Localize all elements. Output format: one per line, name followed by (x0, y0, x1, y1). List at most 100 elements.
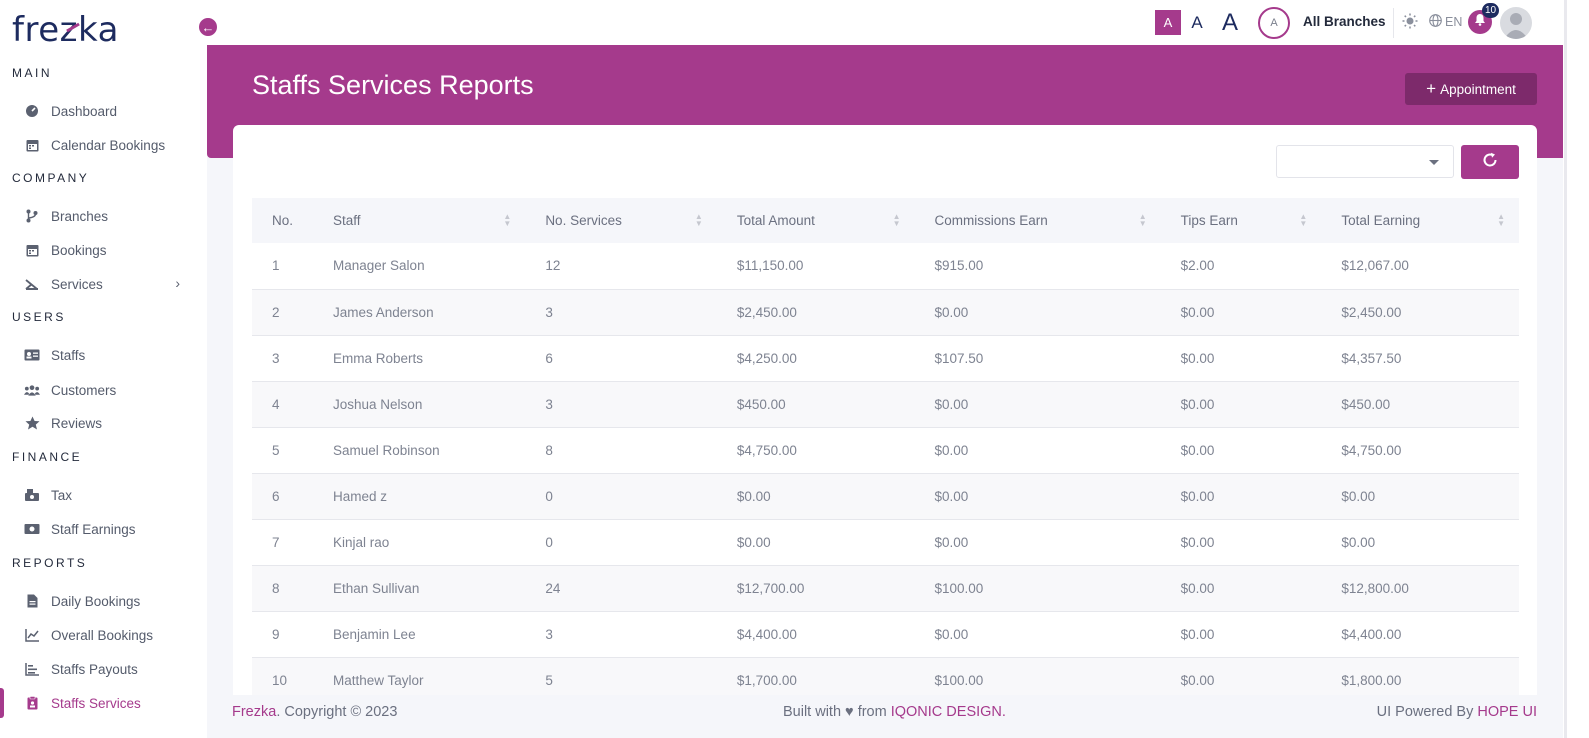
table-cell: 12 (545, 258, 561, 274)
table-cell: 0 (545, 534, 553, 550)
table-cell: $0.00 (934, 396, 969, 412)
column-header-label: No. Services (545, 213, 622, 228)
sidebar-item-bookings[interactable]: Bookings (24, 235, 194, 265)
table-cell: $0.00 (1180, 396, 1215, 412)
add-appointment-button[interactable]: + Appointment (1405, 73, 1537, 105)
language-selector[interactable]: EN (1429, 14, 1462, 30)
column-header-commissions-earn[interactable]: Commissions Earn ▲ ▼ (914, 198, 1160, 243)
table-header-row: No. Staff ▲ ▼ No. Services ▲ ▼ Total Amount ▲… (252, 198, 1519, 243)
sidebar-item-overall-bookings[interactable]: Overall Bookings (24, 620, 194, 650)
column-header-label: No. (272, 213, 294, 228)
table-cell: 2 (272, 304, 280, 320)
sidebar-item-services[interactable]: Services › (24, 269, 194, 299)
table-cell: 9 (272, 626, 280, 642)
table-cell: $12,800.00 (1341, 580, 1409, 596)
table-row: 8 Ethan Sullivan 24 $12,700.00 $100.00 $0.00 $… (252, 565, 1519, 611)
sidebar-item-calendar-bookings[interactable]: Calendar Bookings (24, 130, 194, 160)
clipboard-icon (24, 695, 40, 711)
table-cell: $915.00 (934, 258, 984, 274)
scrollbar-thumb[interactable] (1564, 0, 1567, 738)
table-cell: 3 (545, 626, 553, 642)
column-header-label: Staff (333, 213, 361, 228)
branch-avatar[interactable]: A (1258, 7, 1290, 39)
table-cell: $4,400.00 (1341, 626, 1402, 642)
table-row: 9 Benjamin Lee 3 $4,400.00 $0.00 $0.00 $4,400.… (252, 611, 1519, 657)
column-header-tips-earn[interactable]: Tips Earn ▲ ▼ (1161, 198, 1322, 243)
branch-selector[interactable]: All Branches (1303, 14, 1386, 29)
footer-brand-link[interactable]: Frezka (232, 704, 277, 720)
table-cell: Matthew Taylor (333, 672, 424, 688)
table-cell: $107.50 (934, 350, 984, 366)
sidebar-item-dashboard[interactable]: Dashboard (24, 96, 194, 126)
sidebar-item-label: Reviews (51, 415, 103, 431)
sidebar: frezka MAIN Dashboard Calendar Bookings … (0, 0, 207, 738)
column-header-total-amount[interactable]: Total Amount ▲ ▼ (717, 198, 915, 243)
hope-ui-link[interactable]: HOPE UI (1477, 704, 1537, 720)
footer: Frezka. Copyright © 2023 Built with ♥ fr… (207, 695, 1563, 738)
column-header-no-services[interactable]: No. Services ▲ ▼ (525, 198, 717, 243)
sidebar-item-label: Staffs Services (51, 695, 141, 711)
sidebar-item-staff-earnings[interactable]: Staff Earnings (24, 514, 194, 544)
user-avatar[interactable] (1500, 7, 1532, 39)
table-cell: $4,750.00 (1341, 442, 1402, 458)
sort-icon: ▲ ▼ (1299, 212, 1308, 228)
notifications-button[interactable] (1468, 10, 1492, 34)
table-cell: $0.00 (1180, 488, 1215, 504)
font-size-large-button[interactable]: A (1221, 8, 1238, 36)
theme-toggle-icon[interactable] (1402, 13, 1418, 29)
app-logo[interactable]: frezka (12, 10, 119, 50)
table-cell: $0.00 (736, 534, 771, 550)
sidebar-item-tax[interactable]: Tax (24, 480, 194, 510)
table-cell: Benjamin Lee (333, 626, 416, 642)
table-cell: Ethan Sullivan (333, 580, 420, 596)
table-cell: $0.00 (934, 442, 969, 458)
file-icon (24, 593, 40, 609)
table-cell: 1 (272, 258, 280, 274)
column-header-label: Total Amount (736, 213, 815, 228)
table-cell: James Anderson (333, 304, 434, 320)
staff-filter-select[interactable] (1276, 145, 1454, 178)
chart-line-icon (24, 627, 40, 643)
table-cell: $4,357.50 (1341, 350, 1402, 366)
table-cell: $2,450.00 (1341, 304, 1402, 320)
table-cell: Hamed z (333, 488, 388, 504)
sort-icon: ▲ ▼ (503, 212, 512, 228)
table-cell: 3 (272, 350, 280, 366)
refresh-button[interactable] (1461, 145, 1519, 179)
topbar: A A A A All Branches EN 10 (207, 0, 1589, 45)
page-scrollbar[interactable] (1563, 0, 1589, 738)
font-size-small-button[interactable]: A (1155, 10, 1181, 35)
plus-icon: + (1426, 79, 1437, 98)
calendar-icon (24, 242, 40, 258)
nav-section-main: MAIN (12, 66, 52, 80)
bar-list-icon (24, 661, 40, 677)
table-cell: 5 (545, 672, 553, 688)
table-cell: $0.00 (1180, 350, 1215, 366)
sidebar-item-daily-bookings[interactable]: Daily Bookings (24, 586, 194, 616)
table-cell: $0.00 (934, 534, 969, 550)
iqonic-link[interactable]: IQONIC DESIGN. (890, 704, 1006, 720)
sidebar-item-staffs-services[interactable]: Staffs Services (24, 688, 194, 718)
footer-built-with: Built with ♥ from IQONIC DESIGN. (783, 704, 1006, 720)
users-icon (24, 382, 40, 398)
table-cell: $0.00 (1341, 488, 1376, 504)
sidebar-item-staffs-payouts[interactable]: Staffs Payouts (24, 654, 194, 684)
column-header-no[interactable]: No. (252, 198, 313, 243)
sidebar-item-branches[interactable]: Branches (24, 201, 194, 231)
font-size-medium-button[interactable]: A (1191, 12, 1203, 32)
sidebar-item-staffs[interactable]: Staffs (24, 340, 194, 370)
table-cell: 4 (272, 396, 280, 412)
sort-icon: ▲ ▼ (1138, 212, 1147, 228)
sidebar-item-customers[interactable]: Customers (24, 375, 194, 405)
table-cell: 3 (545, 396, 553, 412)
table-cell: $1,700.00 (736, 672, 797, 688)
nav-section-company: COMPANY (12, 171, 90, 185)
divider (1393, 8, 1394, 38)
column-header-staff[interactable]: Staff ▲ ▼ (313, 198, 525, 243)
footer-powered-by: UI Powered By HOPE UI (1376, 704, 1537, 720)
sidebar-item-label: Overall Bookings (51, 627, 154, 643)
table-cell: Kinjal rao (333, 534, 390, 550)
collapse-sidebar-button[interactable]: ← (197, 16, 219, 38)
column-header-total-earning[interactable]: Total Earning ▲ ▼ (1321, 198, 1519, 243)
sidebar-item-reviews[interactable]: Reviews (24, 408, 194, 438)
